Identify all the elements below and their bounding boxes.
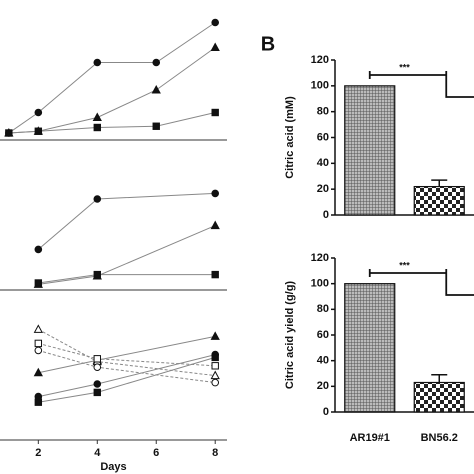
data-point bbox=[210, 370, 220, 380]
x-tick-label: 8 bbox=[212, 447, 218, 459]
data-point bbox=[33, 324, 43, 333]
y-tick-label: 20 bbox=[317, 380, 329, 392]
error-bar bbox=[431, 374, 448, 383]
data-point bbox=[211, 18, 220, 27]
y-axis-label: Citric acid yield (g/g) bbox=[284, 281, 296, 390]
bar bbox=[413, 185, 465, 216]
data-point bbox=[210, 220, 220, 230]
y-tick-label: 100 bbox=[311, 80, 329, 92]
bar bbox=[413, 381, 465, 413]
data-point bbox=[152, 58, 161, 67]
series-line bbox=[8, 22, 216, 134]
data-point bbox=[33, 367, 43, 377]
data-point bbox=[210, 331, 220, 340]
x-axis-label: Days bbox=[100, 461, 126, 473]
x-tick-label: 2 bbox=[35, 447, 41, 459]
data-point bbox=[211, 378, 220, 387]
data-point bbox=[34, 127, 43, 135]
x-tick-label: 6 bbox=[153, 447, 159, 459]
significance-bracket bbox=[368, 269, 474, 296]
data-point bbox=[34, 108, 43, 117]
data-point bbox=[34, 279, 43, 287]
y-axis-label: Citric acid (mM) bbox=[284, 96, 296, 179]
y-tick-label: 60 bbox=[317, 131, 329, 143]
data-point bbox=[34, 346, 43, 355]
y-tick-label: 40 bbox=[317, 355, 329, 367]
bar bbox=[344, 85, 396, 216]
series-line bbox=[38, 225, 216, 285]
data-point bbox=[151, 84, 161, 94]
series-line bbox=[37, 192, 216, 250]
data-point bbox=[34, 339, 43, 348]
data-point bbox=[93, 195, 102, 203]
y-tick-label: 120 bbox=[311, 54, 329, 66]
y-tick-label: 80 bbox=[317, 106, 329, 118]
x-tick-label: BN56.2 bbox=[421, 432, 458, 444]
data-point bbox=[211, 353, 219, 362]
x-tick-label: 4 bbox=[94, 447, 101, 459]
data-point bbox=[152, 122, 160, 130]
significance-label: *** bbox=[399, 62, 410, 72]
data-point bbox=[5, 129, 13, 137]
series-line bbox=[38, 328, 216, 377]
data-point bbox=[34, 245, 43, 254]
series-line bbox=[38, 274, 216, 284]
data-point bbox=[211, 362, 219, 370]
y-tick-label: 100 bbox=[311, 278, 329, 290]
data-point bbox=[93, 123, 101, 132]
data-point bbox=[211, 108, 219, 117]
x-tick-label: AR19#1 bbox=[350, 432, 390, 444]
error-bar bbox=[431, 179, 448, 187]
data-point bbox=[211, 270, 219, 279]
y-tick-label: 20 bbox=[317, 183, 329, 195]
data-point bbox=[92, 112, 102, 121]
y-tick-label: 80 bbox=[317, 303, 329, 315]
data-point bbox=[93, 58, 102, 67]
data-point bbox=[93, 363, 102, 372]
series-line bbox=[38, 335, 216, 374]
data-point bbox=[211, 189, 220, 198]
significance-label: *** bbox=[399, 260, 410, 270]
data-point bbox=[210, 42, 220, 51]
y-tick-label: 0 bbox=[323, 406, 329, 418]
significance-bracket bbox=[368, 71, 474, 98]
series-line bbox=[38, 349, 216, 384]
bar bbox=[344, 283, 396, 413]
y-tick-label: 60 bbox=[317, 329, 329, 341]
data-point bbox=[93, 270, 101, 279]
data-point bbox=[93, 380, 102, 388]
data-point bbox=[34, 398, 43, 406]
y-tick-label: 120 bbox=[311, 252, 329, 264]
panel-label: B bbox=[261, 33, 275, 55]
y-tick-label: 40 bbox=[317, 157, 329, 169]
data-point bbox=[93, 355, 101, 363]
y-tick-label: 0 bbox=[323, 209, 329, 221]
data-point bbox=[93, 388, 101, 397]
